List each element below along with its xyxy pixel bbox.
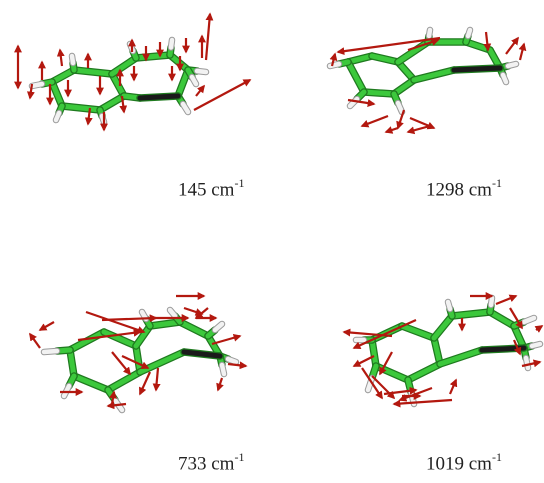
hydrogen-bond	[532, 344, 540, 346]
carbon-bond	[434, 338, 440, 364]
hydrogen-bond	[429, 30, 430, 36]
hydrogen-bond	[197, 71, 206, 72]
hydrogen-bond	[526, 358, 528, 368]
frequency-label-1298: 1298 cm-1	[426, 177, 502, 201]
hydrogen-bond	[44, 351, 57, 352]
carbon-bond	[348, 62, 364, 92]
hydrogen-bond	[503, 75, 506, 82]
displacement-arrow	[496, 296, 516, 304]
carbon-bond	[440, 350, 482, 364]
displacement-arrow	[108, 404, 126, 406]
carbon-bond	[490, 312, 514, 326]
carbon-bond	[140, 352, 184, 372]
carbon-bond	[74, 376, 108, 390]
displacement-arrow	[354, 356, 374, 366]
displacement-arrow	[112, 352, 130, 374]
hydrogen-bond	[228, 359, 236, 362]
hydrogen-bond	[491, 298, 492, 305]
displacement-arrow	[86, 312, 144, 332]
hydrogen-bond	[448, 302, 450, 309]
hydrogen-bond	[32, 84, 42, 86]
displacement-arrow	[408, 126, 430, 132]
displacement-arrow	[156, 368, 158, 390]
displacement-arrow	[40, 322, 54, 330]
displacement-arrow	[30, 334, 40, 348]
hydrogen-bond	[468, 30, 470, 36]
carbon-bond	[372, 56, 398, 62]
molecule-panel-1298	[330, 30, 524, 132]
displacement-arrow	[400, 388, 432, 400]
displacement-arrow	[218, 378, 222, 390]
molecule-panel-733	[30, 296, 246, 410]
hydrogen-bond	[222, 365, 224, 374]
carbon-bond	[108, 372, 140, 390]
frequency-label-1019: 1019 cm-1	[426, 451, 502, 475]
displacement-arrow	[450, 380, 456, 394]
displacement-arrow	[212, 336, 240, 344]
displacement-arrow	[506, 38, 518, 54]
displacement-arrow	[60, 50, 62, 66]
displacement-arrow	[184, 308, 202, 314]
carbon-bond	[408, 364, 440, 380]
frequency-label-733: 733 cm-1	[178, 451, 244, 475]
hydrogen-bond	[508, 64, 516, 66]
carbon-bond	[364, 92, 394, 94]
carbon-bond	[434, 316, 452, 338]
carbon-bond	[402, 326, 434, 338]
displacement-arrow	[386, 128, 398, 132]
displacement-arrow	[536, 326, 542, 330]
frequency-label-145: 145 cm-1	[178, 177, 244, 201]
hydrogen-bond	[72, 56, 73, 63]
displacement-arrow	[196, 86, 204, 96]
molecule-panel-145	[18, 14, 250, 130]
molecule-panel-1019	[344, 296, 542, 404]
carbon-bond	[70, 332, 104, 350]
carbon-bond	[136, 55, 170, 58]
displacement-arrow	[394, 400, 452, 404]
displacement-arrow	[228, 364, 246, 366]
displacement-arrow	[520, 44, 524, 60]
displacement-arrow	[194, 80, 250, 110]
nitrogen-bond	[140, 96, 178, 98]
displacement-arrow	[410, 118, 434, 128]
carbon-bond	[112, 58, 136, 74]
hydrogen-bond	[171, 40, 172, 48]
carbon-bond	[100, 96, 124, 110]
carbon-bond	[180, 322, 208, 336]
hydrogen-bond	[56, 113, 59, 120]
displacement-arrow	[362, 116, 388, 126]
nitrogen-bond	[454, 68, 500, 70]
displacement-arrow	[206, 14, 210, 60]
